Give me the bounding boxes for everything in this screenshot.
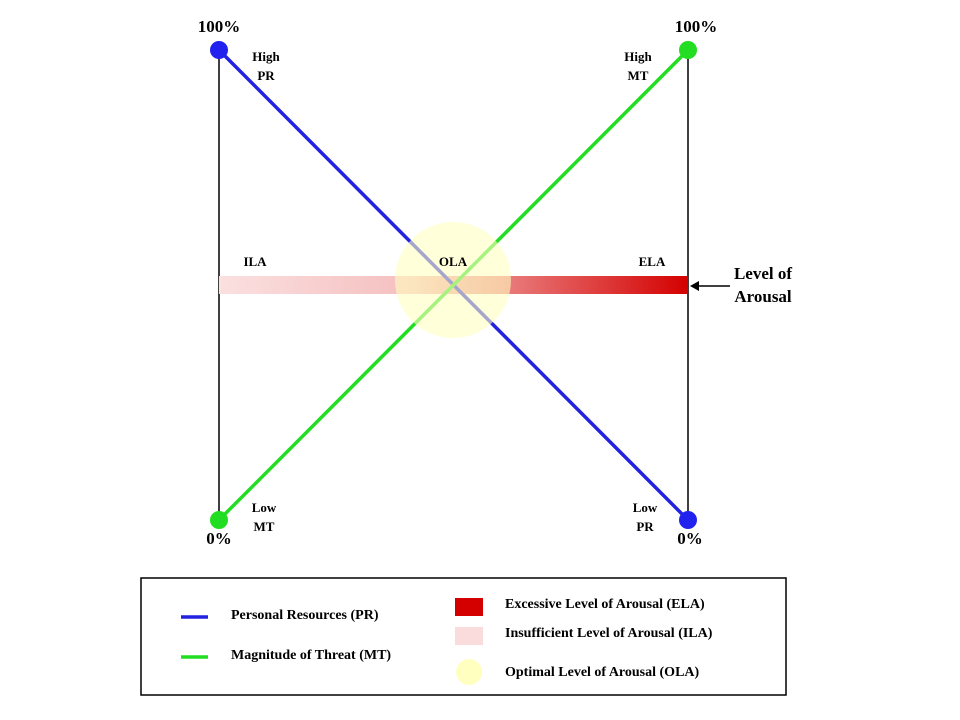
mt-high-dot [679,41,697,59]
mt-low-dot [210,511,228,529]
corner-label: MT [628,68,649,83]
legend-box [140,577,787,696]
corner-label: Low [633,500,658,515]
arrow-head [690,281,699,291]
pr-high-dot [210,41,228,59]
zone-label: ELA [639,254,666,269]
zone-label: ILA [243,254,267,269]
ola-circle [395,222,511,338]
corner-label: High [252,49,280,64]
legend-text: Magnitude of Threat (MT) [231,648,391,663]
legend-text: Insufficient Level of Arousal (ILA) [505,626,713,641]
corner-label: Low [252,500,277,515]
percent-label: 100% [198,17,241,36]
percent-label: 0% [206,529,232,548]
percent-label: 0% [677,529,703,548]
legend-text: Optimal Level of Arousal (OLA) [505,665,700,680]
percent-label: 100% [675,17,718,36]
legend-text: Personal Resources (PR) [231,608,379,623]
legend-swatch [455,627,483,645]
corner-label: PR [257,68,275,83]
legend-swatch [456,659,482,685]
zone-label: OLA [439,254,468,269]
corner-label: MT [254,519,275,534]
corner-label: High [624,49,652,64]
legend-text: Excessive Level of Arousal (ELA) [505,597,705,612]
arousal-label: Level of [734,264,792,283]
pr-low-dot [679,511,697,529]
arousal-label: Arousal [734,287,792,306]
legend-swatch [455,598,483,616]
corner-label: PR [636,519,654,534]
